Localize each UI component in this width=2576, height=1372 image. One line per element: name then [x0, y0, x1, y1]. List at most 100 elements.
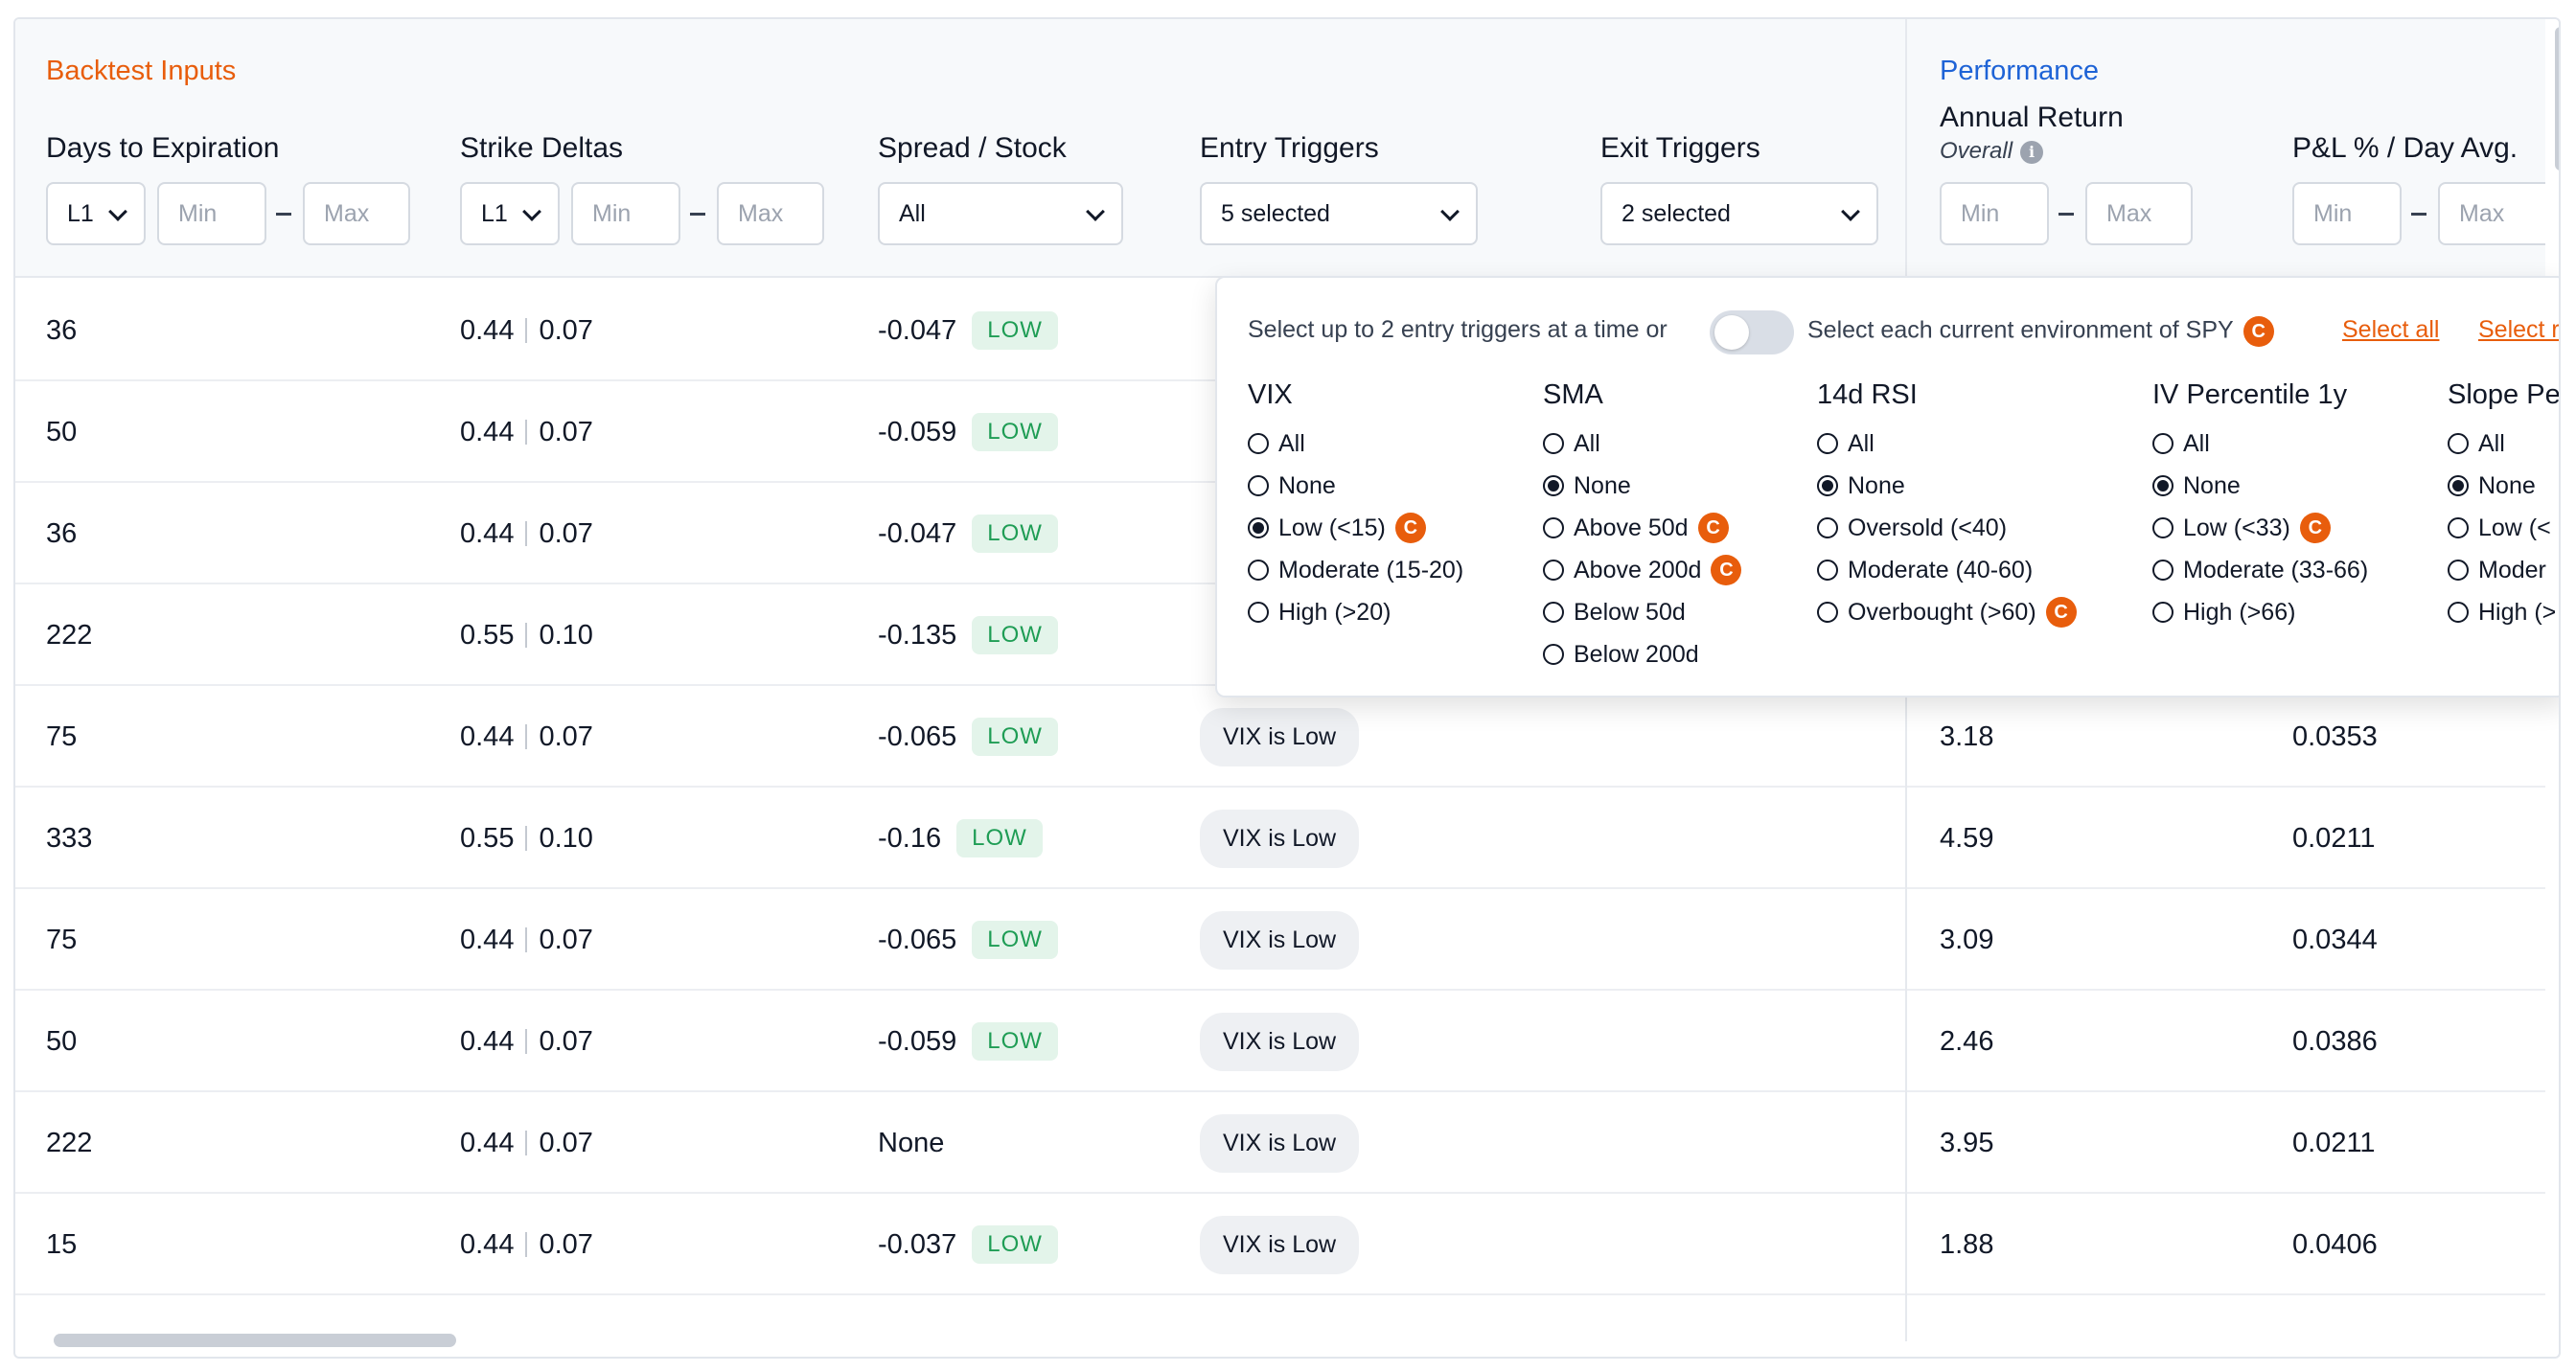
select-more-link[interactable]: Select r	[2478, 316, 2560, 343]
radio-icon[interactable]	[2448, 475, 2469, 496]
annual-max-input[interactable]: Max	[2085, 182, 2193, 245]
c-badge-icon: C	[1697, 513, 1729, 543]
spread-cell: -0.065 LOW	[878, 889, 1058, 991]
trigger-option[interactable]: Below 50d	[1543, 591, 1741, 633]
radio-icon[interactable]	[2152, 433, 2174, 454]
entry-cell: VIX is Low	[1200, 991, 1360, 1092]
annual-min-input[interactable]: Min	[1940, 182, 2049, 245]
trigger-group: Slope Pe All None Low (< Moder High (>	[2448, 379, 2559, 633]
trigger-option[interactable]: All	[1817, 423, 2077, 465]
trigger-option[interactable]: None	[2448, 465, 2559, 507]
pnl-max-input[interactable]: Max	[2438, 182, 2545, 245]
trigger-option[interactable]: All	[1248, 423, 1463, 465]
radio-icon[interactable]	[2152, 602, 2174, 623]
vertical-scrollbar[interactable]	[2555, 27, 2559, 171]
trigger-option-label: Overbought (>60)	[1848, 598, 2036, 626]
radio-icon[interactable]	[1817, 602, 1838, 623]
strike-max-input[interactable]: Max	[717, 182, 824, 245]
trigger-option[interactable]: All	[1543, 423, 1741, 465]
radio-icon[interactable]	[2152, 560, 2174, 581]
radio-icon[interactable]	[1248, 560, 1269, 581]
strike-leg-select[interactable]: L1	[460, 182, 560, 245]
trigger-option[interactable]: Low (<33) C	[2152, 507, 2368, 549]
trigger-option[interactable]: Moder	[2448, 549, 2559, 591]
trigger-option[interactable]: None	[1543, 465, 1741, 507]
table-row[interactable]: 333 0.55 0.10 -0.16 LOW VIX is Low 4.59 0.0211	[15, 788, 2545, 889]
entry-triggers-select[interactable]: 5 selected	[1200, 182, 1478, 245]
exit-triggers-select[interactable]: 2 selected	[1600, 182, 1878, 245]
radio-icon[interactable]	[1817, 517, 1838, 538]
select-all-link[interactable]: Select all	[2342, 316, 2440, 343]
spread-cell: None	[878, 1092, 944, 1194]
trigger-option[interactable]: None	[1817, 465, 2077, 507]
trigger-option[interactable]: Below 200d	[1543, 633, 1741, 675]
trigger-option[interactable]: None	[1248, 465, 1463, 507]
horizontal-scrollbar[interactable]	[54, 1334, 456, 1347]
table-row[interactable]: 50 0.44 0.07 -0.059 LOW VIX is Low 2.46 0.0386	[15, 991, 2545, 1092]
radio-icon[interactable]	[2448, 560, 2469, 581]
table-row[interactable]: 222 0.44 0.07 None VIX is Low 3.95 0.0211	[15, 1092, 2545, 1194]
trigger-option[interactable]: Moderate (33-66)	[2152, 549, 2368, 591]
spread-select[interactable]: All	[878, 182, 1123, 245]
trigger-option-label: Low (<33)	[2183, 514, 2290, 541]
radio-icon[interactable]	[2152, 517, 2174, 538]
performance-title: Performance	[1940, 56, 2100, 86]
trigger-option-label: All	[1848, 429, 1874, 457]
trigger-option[interactable]: High (>66)	[2152, 591, 2368, 633]
trigger-option[interactable]: Low (<	[2448, 507, 2559, 549]
trigger-option[interactable]: None	[2152, 465, 2368, 507]
delta-1: 0.44	[460, 720, 515, 752]
radio-icon[interactable]	[1817, 560, 1838, 581]
c-badge-icon: C	[2045, 597, 2077, 628]
delta-separator	[525, 420, 528, 445]
radio-icon[interactable]	[1248, 475, 1269, 496]
table-row[interactable]: 75 0.44 0.07 -0.065 LOW VIX is Low 3.09 0.0344	[15, 889, 2545, 991]
radio-icon[interactable]	[1543, 517, 1564, 538]
trigger-option[interactable]: Above 50d C	[1543, 507, 1741, 549]
strike-cell: 0.44 0.07	[460, 991, 593, 1092]
dte-leg-select[interactable]: L1	[46, 182, 146, 245]
entry-trigger-chip[interactable]: VIX is Low	[1200, 809, 1360, 868]
radio-icon[interactable]	[1817, 475, 1838, 496]
trigger-option[interactable]: Oversold (<40)	[1817, 507, 2077, 549]
table-row[interactable]: 75 0.44 0.07 -0.065 LOW VIX is Low 3.18 0.0353	[15, 686, 2545, 788]
strike-min-input[interactable]: Min	[571, 182, 680, 245]
radio-icon[interactable]	[1248, 517, 1269, 538]
pnl-cell: 0.0344	[2292, 924, 2378, 955]
radio-icon[interactable]	[1248, 602, 1269, 623]
trigger-option[interactable]: Low (<15) C	[1248, 507, 1463, 549]
trigger-option[interactable]: High (>20)	[1248, 591, 1463, 633]
range-dash	[690, 213, 705, 216]
entry-trigger-chip[interactable]: VIX is Low	[1200, 1215, 1360, 1274]
radio-icon[interactable]	[1543, 602, 1564, 623]
radio-icon[interactable]	[1543, 560, 1564, 581]
entry-trigger-chip[interactable]: VIX is Low	[1200, 1012, 1360, 1071]
radio-icon[interactable]	[1543, 644, 1564, 665]
environment-toggle[interactable]	[1710, 310, 1794, 354]
radio-icon[interactable]	[2448, 433, 2469, 454]
info-icon[interactable]: i	[2020, 140, 2044, 164]
dte-min-input[interactable]: Min	[157, 182, 266, 245]
entry-trigger-chip[interactable]: VIX is Low	[1200, 910, 1360, 970]
radio-icon[interactable]	[2152, 475, 2174, 496]
table-row[interactable]: 15 0.44 0.07 -0.037 LOW VIX is Low 1.88 0.0406	[15, 1194, 2545, 1295]
entry-trigger-chip[interactable]: VIX is Low	[1200, 1113, 1360, 1173]
strike-cell: 0.44 0.07	[460, 889, 593, 991]
trigger-option[interactable]: Moderate (15-20)	[1248, 549, 1463, 591]
radio-icon[interactable]	[2448, 602, 2469, 623]
trigger-option[interactable]: Above 200d C	[1543, 549, 1742, 591]
radio-icon[interactable]	[1543, 475, 1564, 496]
entry-trigger-chip[interactable]: VIX is Low	[1200, 707, 1360, 766]
radio-icon[interactable]	[1248, 433, 1269, 454]
radio-icon[interactable]	[1817, 433, 1838, 454]
trigger-option[interactable]: Moderate (40-60)	[1817, 549, 2077, 591]
trigger-option[interactable]: All	[2448, 423, 2559, 465]
trigger-option[interactable]: All	[2152, 423, 2368, 465]
dte-max-input[interactable]: Max	[303, 182, 410, 245]
trigger-option[interactable]: Overbought (>60) C	[1817, 591, 2077, 633]
pnl-min-input[interactable]: Min	[2292, 182, 2402, 245]
trigger-option[interactable]: High (>	[2448, 591, 2559, 633]
radio-icon[interactable]	[2448, 517, 2469, 538]
radio-icon[interactable]	[1543, 433, 1564, 454]
delta-separator	[525, 724, 528, 749]
